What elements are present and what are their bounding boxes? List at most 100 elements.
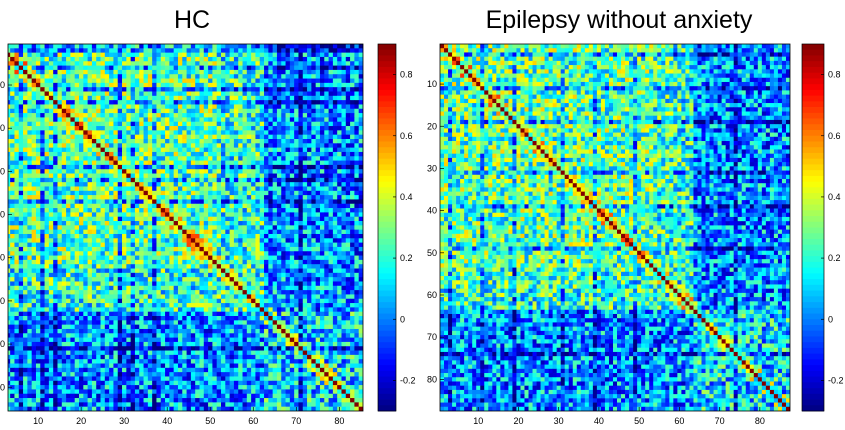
heatmap-cell — [328, 208, 334, 213]
heatmap-cell — [18, 138, 24, 144]
heatmap-cell — [8, 91, 11, 97]
heatmap-cell — [332, 212, 338, 218]
heatmap-cell — [74, 225, 80, 231]
heatmap-cell — [117, 190, 123, 196]
heatmap-cell — [61, 78, 67, 84]
heatmap-cell — [66, 216, 71, 222]
heatmap-cell — [341, 190, 347, 196]
heatmap-cell — [44, 44, 50, 49]
heatmap-cell — [139, 177, 144, 183]
heatmap-cell — [259, 69, 265, 75]
heatmap-cell — [221, 221, 226, 226]
heatmap-cell — [104, 104, 110, 110]
heatmap-cell — [165, 169, 170, 174]
heatmap-cell — [199, 48, 205, 53]
heatmap-cell — [44, 61, 50, 66]
heatmap-cell — [289, 121, 295, 127]
heatmap-cell — [83, 272, 88, 278]
heatmap-cell — [143, 91, 149, 97]
heatmap-cell — [8, 121, 11, 127]
heatmap-cell — [83, 177, 88, 183]
heatmap-cell — [23, 281, 28, 287]
heatmap-cell — [61, 160, 67, 166]
heatmap-cell — [130, 281, 136, 287]
heatmap-cell — [10, 264, 15, 269]
heatmap-cell — [130, 233, 136, 239]
heatmap-cell — [358, 100, 363, 105]
heatmap-cell — [208, 126, 213, 131]
heatmap-cell — [130, 186, 136, 192]
heatmap-cell — [285, 186, 291, 192]
heatmap-cell — [350, 195, 355, 200]
heatmap-cell — [268, 281, 273, 287]
heatmap-cell — [152, 268, 157, 274]
heatmap-cell — [251, 221, 256, 226]
heatmap-cell — [173, 281, 179, 287]
heatmap-cell — [10, 100, 15, 105]
heatmap-cell — [311, 177, 317, 183]
heatmap-cell — [177, 208, 183, 213]
heatmap-cell — [242, 173, 248, 179]
heatmap-cell — [354, 156, 360, 161]
heatmap-cell — [182, 113, 187, 118]
heatmap-cell — [208, 138, 213, 144]
heatmap-cell — [126, 190, 131, 196]
heatmap-cell — [345, 221, 351, 226]
heatmap-cell — [109, 182, 114, 187]
heatmap-cell — [199, 233, 205, 239]
heatmap-cell — [281, 242, 286, 248]
heatmap-cell — [324, 225, 329, 231]
heatmap-cell — [40, 177, 45, 183]
heatmap-cell — [354, 108, 360, 114]
heatmap-cell — [53, 216, 58, 222]
heatmap-cell — [18, 48, 24, 53]
heatmap-cell — [109, 151, 114, 157]
heatmap-cell — [83, 285, 88, 291]
heatmap-cell — [18, 294, 24, 300]
heatmap-cell — [242, 233, 248, 239]
heatmap-cell — [40, 100, 45, 105]
heatmap-cell — [173, 290, 179, 295]
heatmap-cell — [208, 44, 213, 49]
heatmap-cell — [18, 126, 24, 131]
heatmap-cell — [27, 134, 33, 140]
heatmap-cell — [212, 48, 218, 53]
heatmap-cell — [255, 173, 261, 179]
heatmap-cell — [259, 290, 265, 295]
heatmap-cell — [229, 52, 235, 58]
heatmap-cell — [225, 216, 230, 222]
heatmap-cell — [315, 121, 321, 127]
heatmap-cell — [186, 69, 192, 75]
heatmap-cell — [61, 216, 67, 222]
heatmap-cell — [221, 100, 226, 105]
heatmap-cell — [259, 95, 265, 101]
heatmap-cell — [91, 190, 97, 196]
heatmap-cell — [242, 134, 248, 140]
heatmap-cell — [40, 251, 45, 256]
heatmap-cell — [276, 281, 282, 287]
heatmap-cell — [208, 95, 213, 101]
heatmap-cell — [186, 147, 192, 153]
heatmap-cell — [66, 203, 71, 209]
heatmap-cell — [122, 277, 127, 282]
heatmap-cell — [2, 61, 7, 66]
heatmap-cell — [57, 199, 63, 205]
heatmap-cell — [264, 44, 269, 49]
heatmap-cell — [268, 259, 273, 265]
heatmap-cell — [173, 242, 179, 248]
heatmap-cell — [246, 52, 252, 58]
heatmap-cell — [87, 117, 93, 123]
heatmap-cell — [23, 182, 28, 187]
heatmap-cell — [27, 126, 33, 131]
heatmap-cell — [319, 268, 325, 274]
heatmap-cell — [264, 225, 269, 231]
heatmap-cell — [281, 100, 286, 105]
heatmap-cell — [216, 69, 222, 75]
heatmap-cell — [31, 229, 37, 235]
heatmap-cell — [182, 294, 187, 300]
heatmap-cell — [91, 169, 97, 174]
heatmap-cell — [2, 96, 7, 101]
heatmap-cell — [319, 117, 325, 123]
heatmap-cell — [122, 164, 127, 170]
heatmap-cell — [66, 121, 71, 127]
